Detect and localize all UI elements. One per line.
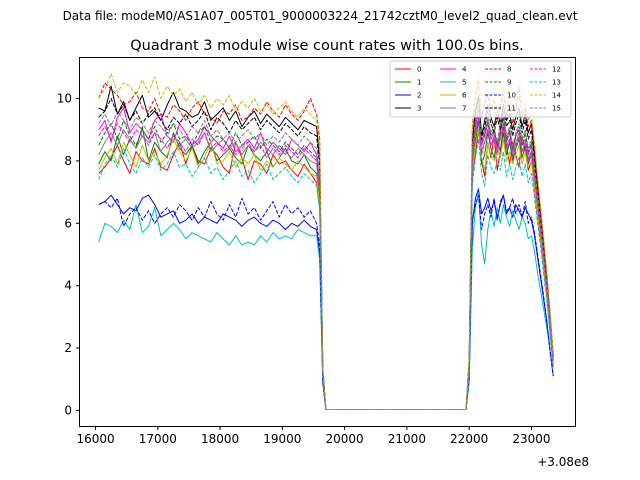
legend-label-2: 2 (417, 92, 421, 100)
legend-label-12: 12 (552, 66, 561, 74)
y-tick-label: 0 (64, 403, 72, 417)
legend-label-9: 9 (507, 79, 511, 87)
x-tick-label: 16000 (76, 432, 114, 446)
legend-label-10: 10 (507, 92, 516, 100)
figure-suptitle: Data file: modeM0/AS1A07_005T01_90000032… (63, 9, 578, 23)
x-tick-label: 18000 (201, 432, 239, 446)
legend-label-11: 11 (507, 105, 516, 113)
x-tick-label: 20000 (326, 432, 364, 446)
y-tick-label: 4 (64, 279, 72, 293)
legend-label-0: 0 (417, 66, 421, 74)
x-tick-label: 21000 (388, 432, 426, 446)
series-line-12 (98, 116, 554, 410)
legend-label-5: 5 (462, 79, 466, 87)
legend-box (389, 60, 572, 118)
legend-label-8: 8 (507, 66, 511, 74)
y-tick-label: 8 (64, 154, 72, 168)
y-tick-label: 6 (64, 216, 72, 230)
legend-label-13: 13 (552, 79, 561, 87)
y-tick-label: 10 (57, 92, 72, 106)
x-tick-label: 23000 (512, 432, 550, 446)
legend-label-15: 15 (552, 105, 561, 113)
chart-title: Quadrant 3 module wise count rates with … (130, 38, 524, 54)
legend-label-4: 4 (462, 66, 467, 74)
series-line-13 (98, 138, 554, 410)
legend-label-7: 7 (462, 105, 466, 113)
plot-frame (79, 57, 576, 427)
series-line-10 (98, 194, 554, 410)
series-line-15 (98, 104, 554, 410)
y-tick-label: 2 (64, 341, 72, 355)
legend-label-3: 3 (417, 105, 421, 113)
legend-label-6: 6 (462, 92, 467, 100)
x-offset-label: +3.08e8 (537, 455, 589, 469)
x-tick-label: 17000 (139, 432, 177, 446)
legend-label-1: 1 (417, 79, 421, 87)
x-tick-label: 19000 (263, 432, 301, 446)
legend-label-14: 14 (552, 92, 561, 100)
axes-layer: 16000 17000 18000 19000 20000 21000 22000 23000… (57, 92, 551, 446)
x-tick-label: 22000 (450, 432, 488, 446)
